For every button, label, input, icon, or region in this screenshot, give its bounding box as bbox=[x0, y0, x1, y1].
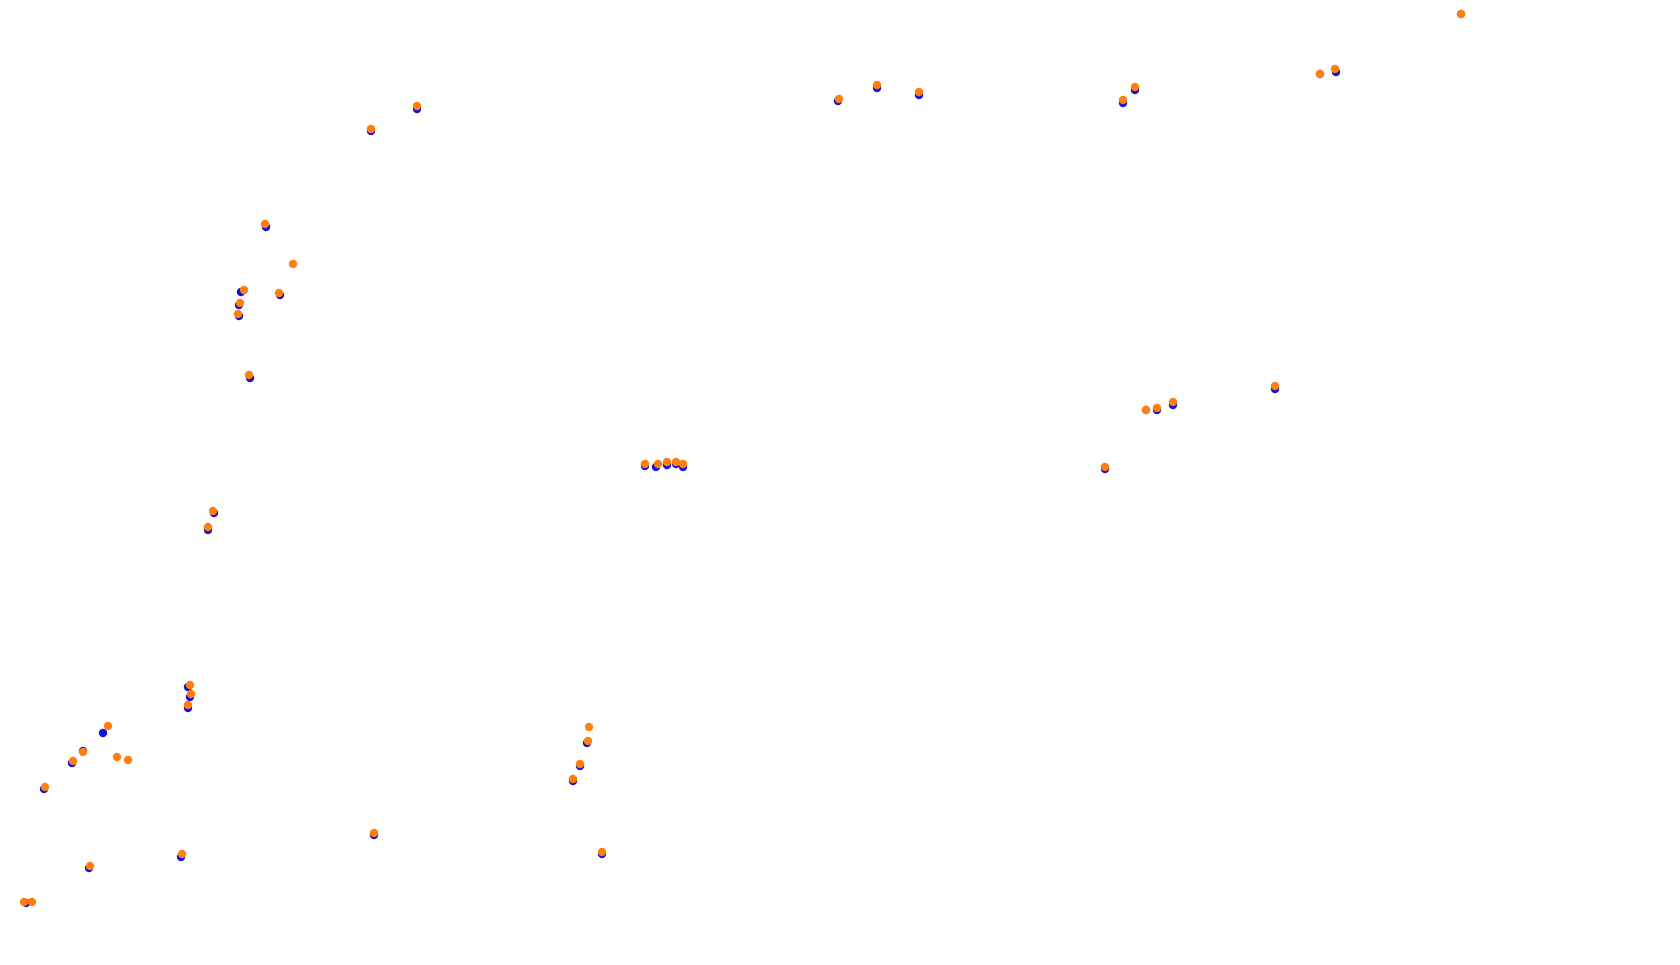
data-point bbox=[662, 457, 672, 467]
data-point bbox=[1315, 69, 1325, 79]
data-point bbox=[1130, 82, 1140, 92]
data-point bbox=[112, 752, 122, 762]
data-point bbox=[1141, 405, 1151, 415]
data-point bbox=[584, 722, 594, 732]
plot-area bbox=[19, 9, 1466, 908]
data-point bbox=[1270, 381, 1280, 391]
data-point bbox=[366, 124, 376, 134]
data-point bbox=[98, 728, 108, 738]
data-point bbox=[597, 847, 607, 857]
data-point bbox=[235, 298, 245, 308]
data-point bbox=[834, 94, 844, 104]
data-point bbox=[1168, 397, 1178, 407]
data-point bbox=[678, 459, 688, 469]
data-point bbox=[288, 259, 298, 269]
data-point bbox=[40, 782, 50, 792]
series-1 bbox=[21, 9, 1466, 908]
data-point bbox=[412, 101, 422, 111]
data-point bbox=[85, 861, 95, 871]
data-point bbox=[575, 759, 585, 769]
data-point bbox=[369, 828, 379, 838]
data-point bbox=[1152, 403, 1162, 413]
data-point bbox=[583, 736, 593, 746]
data-point bbox=[123, 755, 133, 765]
data-point bbox=[671, 457, 681, 467]
data-point bbox=[1118, 95, 1128, 105]
data-point bbox=[1100, 462, 1110, 472]
data-point bbox=[244, 370, 254, 380]
data-point bbox=[274, 288, 284, 298]
data-point bbox=[233, 309, 243, 319]
data-point bbox=[203, 522, 213, 532]
data-point bbox=[239, 285, 249, 295]
data-point bbox=[27, 897, 37, 907]
data-point bbox=[183, 700, 193, 710]
series-2 bbox=[19, 9, 1466, 907]
data-point bbox=[208, 506, 218, 516]
data-point bbox=[186, 689, 196, 699]
data-point bbox=[653, 459, 663, 469]
data-point bbox=[260, 219, 270, 229]
data-point bbox=[103, 721, 113, 731]
data-point bbox=[19, 897, 29, 907]
data-point bbox=[1330, 64, 1340, 74]
data-point bbox=[68, 756, 78, 766]
data-point bbox=[177, 849, 187, 859]
data-point bbox=[78, 747, 88, 757]
data-point bbox=[185, 680, 195, 690]
data-point bbox=[914, 87, 924, 97]
data-point bbox=[872, 80, 882, 90]
data-point bbox=[640, 459, 650, 469]
data-point bbox=[1456, 9, 1466, 19]
data-point bbox=[568, 774, 578, 784]
